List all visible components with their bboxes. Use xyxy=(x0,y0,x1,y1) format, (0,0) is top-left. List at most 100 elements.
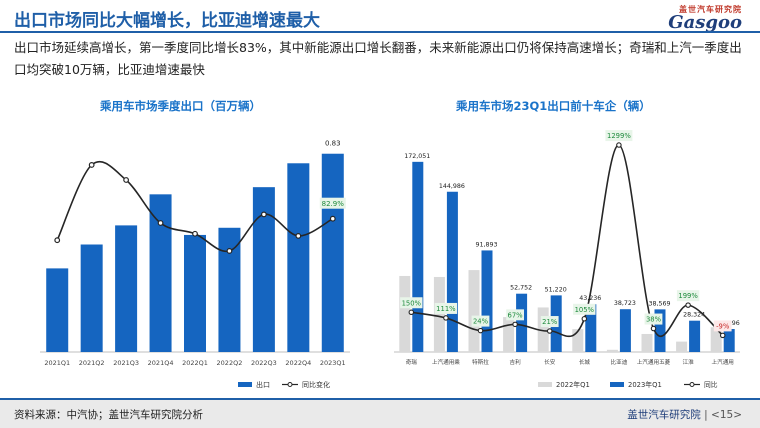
x-tick-label: 2022Q2 xyxy=(217,359,243,367)
legend-label-yoy: 同比 xyxy=(704,380,718,389)
pct-label-bg-长安 xyxy=(540,316,559,328)
pct-label-bg-奇瑞 xyxy=(400,297,423,309)
bar-2023q1-比亚迪 xyxy=(619,309,631,352)
x-tick-label: 2021Q1 xyxy=(44,359,70,367)
bar-2022Q3 xyxy=(252,187,275,352)
bar-2022Q4 xyxy=(287,163,310,352)
chart1-title: 乘用车市场季度出口（百万辆） xyxy=(100,99,261,113)
pct-label-江淮: 199% xyxy=(678,292,698,300)
pct-label-上汽通用五菱: 38% xyxy=(646,316,662,324)
yoy-point-长城 xyxy=(581,316,588,322)
bar-2023q1-吉利 xyxy=(516,293,528,352)
yoy-point-上汽通用乘 xyxy=(443,315,449,321)
bar-2022q1-长安 xyxy=(537,307,549,352)
value-label-长城: 43,236 xyxy=(579,295,601,302)
bar-2023q1-上汽通用乘 xyxy=(446,191,458,352)
yoy-point-2021Q3 xyxy=(123,177,130,183)
pct-label-bg-长城 xyxy=(573,303,596,315)
pct-label-bg-江淮 xyxy=(676,290,700,302)
pct-label-bg-比亚迪 xyxy=(605,130,633,142)
yoy-point-比亚迪 xyxy=(616,142,622,148)
pct-label-上汽通用: -9% xyxy=(716,322,730,330)
yoy-point-江淮 xyxy=(685,302,691,308)
footer: 资料来源：中汽协；盖世汽车研究院分析 盖世汽车研究院 | <15> xyxy=(0,400,760,428)
page-subtitle: 出口市场延续高增长，第一季度同比增长83%，其中新能源出口增长翻番，未来新能源出… xyxy=(14,40,742,77)
x-tick-label: 比亚迪 xyxy=(611,358,628,366)
yoy-point-2021Q2 xyxy=(88,162,95,168)
yoy-point-特斯拉 xyxy=(477,327,484,334)
yoy-point-上汽通用 xyxy=(719,332,726,339)
legend-swatch-2022q1 xyxy=(538,382,552,387)
x-tick-label: 2023Q1 xyxy=(320,359,346,367)
yoy-point-奇瑞 xyxy=(408,309,415,316)
title-divider xyxy=(0,31,760,33)
x-tick-label: 2021Q2 xyxy=(79,359,105,367)
value-label-江淮: 28,324 xyxy=(683,312,705,319)
pct-label-bg-吉利 xyxy=(506,309,524,321)
bar-2022q1-上汽通用五菱 xyxy=(641,333,653,352)
yoy-label-bg xyxy=(319,197,346,209)
value-label-上汽通用乘: 144,986 xyxy=(439,183,465,190)
pct-label-比亚迪: 1299% xyxy=(607,132,631,140)
pct-label-bg-特斯拉 xyxy=(471,315,490,327)
x-tick-label: 江淮 xyxy=(682,358,694,366)
pct-label-长安: 21% xyxy=(542,318,558,326)
x-tick-label: 上汽通用乘 xyxy=(432,358,460,366)
bar-2021Q1 xyxy=(46,268,69,352)
yoy-point-2021Q1 xyxy=(54,237,61,244)
x-tick-label: 上汽通用五菱 xyxy=(637,358,671,366)
pct-label-吉利: 67% xyxy=(508,311,524,319)
legend-marker-yoy xyxy=(287,382,293,387)
bar-2021Q2 xyxy=(80,244,103,352)
value-label-比亚迪: 38,723 xyxy=(614,300,636,307)
bar-2022q1-上汽通用乘 xyxy=(433,276,445,352)
bar-2022q1-长城 xyxy=(572,329,584,352)
bar-2022q1-江淮 xyxy=(676,341,688,352)
bar-2023q1-长城 xyxy=(585,304,597,352)
bar-2022q1-上汽通用 xyxy=(710,327,722,352)
chart2-title: 乘用车市场23Q1出口前十车企（辆） xyxy=(456,99,651,113)
bar-2021Q3 xyxy=(115,225,138,352)
footer-divider xyxy=(0,398,760,400)
x-tick-label: 长安 xyxy=(544,358,556,366)
bar-2022q1-吉利 xyxy=(503,317,515,352)
pct-label-长城: 105% xyxy=(575,306,595,314)
bar-2023Q1 xyxy=(321,153,344,352)
x-tick-label: 上汽通用 xyxy=(712,358,734,366)
bar-2022q1-比亚迪 xyxy=(606,349,618,352)
value-label-长安: 51,220 xyxy=(545,286,567,293)
pct-label-上汽通用乘: 111% xyxy=(436,305,456,313)
bar-2023q1-上汽通用 xyxy=(723,329,735,352)
bar-2023q1-特斯拉 xyxy=(481,250,493,352)
yoy-point-上汽通用五菱 xyxy=(650,325,657,332)
yoy-point-2023Q1 xyxy=(329,215,336,222)
legend-label-2022q1: 2022年Q1 xyxy=(556,380,590,389)
legend-swatch-export xyxy=(238,382,252,387)
value-label-吉利: 52,752 xyxy=(510,285,532,292)
yoy-point-2021Q4 xyxy=(157,220,164,226)
bar-2022Q1 xyxy=(184,234,206,352)
x-tick-label: 2022Q3 xyxy=(251,359,277,367)
logo-en-text: Gasgoo xyxy=(668,12,742,33)
x-tick-label: 2021Q3 xyxy=(113,359,139,367)
x-tick-label: 2022Q4 xyxy=(285,359,311,367)
gasgoo-logo: 盖世汽车研究院 Gasgoo xyxy=(632,4,742,33)
yoy-point-2022Q4 xyxy=(295,232,302,239)
yoy-line xyxy=(411,144,724,338)
value-label-特斯拉: 91,893 xyxy=(475,241,497,248)
legend-label-yoy: 同比变化 xyxy=(302,380,330,389)
logo-cn-text: 盖世汽车研究院 xyxy=(679,5,742,14)
legend-swatch-2023q1 xyxy=(610,382,624,387)
bar-2022Q2 xyxy=(218,227,241,352)
top10-automaker-chart: 172,051 奇瑞 144,986 上汽通用乘 91,893 特斯拉 52,752 吉利 51… xyxy=(394,130,740,389)
x-tick-label: 吉利 xyxy=(509,358,521,366)
footer-source: 资料来源：中汽协；盖世汽车研究院分析 xyxy=(14,409,203,421)
x-tick-label: 奇瑞 xyxy=(406,358,418,366)
yoy-point-2022Q1 xyxy=(192,230,198,237)
x-tick-label: 2021Q4 xyxy=(148,359,174,367)
pct-label-bg-上汽通用五菱 xyxy=(644,313,663,325)
bar-2023q1-上汽通用五菱 xyxy=(654,309,666,352)
pct-label-特斯拉: 24% xyxy=(473,318,489,326)
footer-org: 盖世汽车研究院 xyxy=(627,409,701,421)
footer-right: 盖世汽车研究院 | <15> xyxy=(627,409,742,421)
